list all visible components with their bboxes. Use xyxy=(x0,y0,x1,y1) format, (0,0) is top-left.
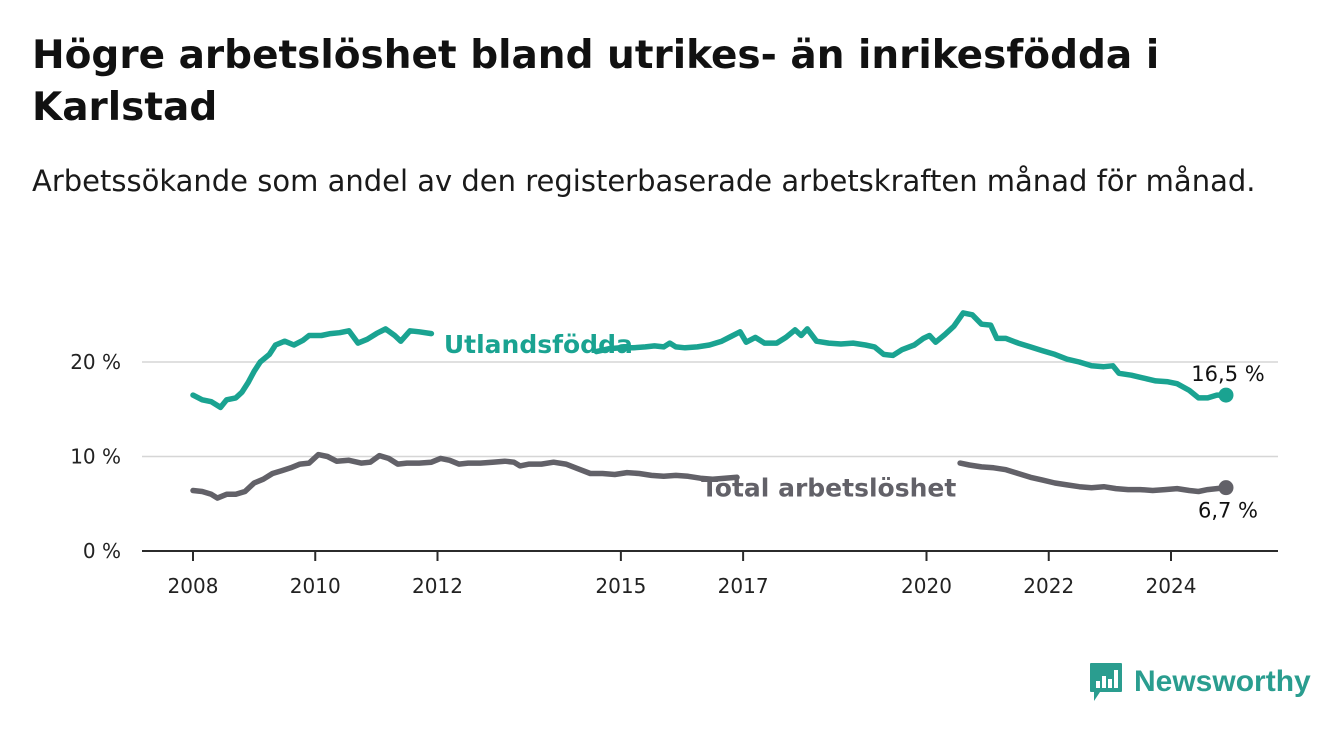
x-tick-label: 2022 xyxy=(1023,574,1074,598)
x-tick-label: 2017 xyxy=(718,574,769,598)
y-tick-label: 0 % xyxy=(83,539,121,563)
page-subtitle: Arbetssökande som andel av den registerb… xyxy=(32,164,1256,198)
grid-lines: 0 % 10 % 20 % xyxy=(70,350,1278,563)
end-value-label: 16,5 % xyxy=(1191,362,1264,386)
brand-logo: Newsworthy xyxy=(1088,660,1311,704)
bar-chart-icon xyxy=(1090,663,1122,701)
x-tick-label: 2010 xyxy=(290,574,341,598)
series-end-point xyxy=(1218,480,1234,496)
series-labels: 16,5 % 6,7 % Utlandsfödda Total arbetslöshe… xyxy=(444,330,1265,523)
series-name-label: Total arbetslöshet xyxy=(701,474,956,503)
x-tick-label: 2024 xyxy=(1146,574,1197,598)
end-value-label: 6,7 % xyxy=(1198,499,1258,523)
x-tick-label: 2008 xyxy=(168,574,219,598)
brand-name: Newsworthy xyxy=(1134,665,1311,698)
y-tick-label: 20 % xyxy=(70,350,121,374)
series-end-point xyxy=(1218,387,1234,403)
series-lines xyxy=(190,310,1234,501)
x-tick-label: 2012 xyxy=(412,574,463,598)
x-tick-label: 2015 xyxy=(595,574,646,598)
series-line xyxy=(190,310,1229,411)
x-axis: 2008 2010 2012 2015 2017 2020 2022 2024 xyxy=(142,550,1278,598)
series-line xyxy=(190,451,1229,501)
series-name-label: Utlandsfödda xyxy=(444,330,633,359)
y-tick-label: 10 % xyxy=(70,445,121,469)
x-tick-label: 2020 xyxy=(901,574,952,598)
page-title: Högre arbetslöshet bland utrikes- än inr… xyxy=(32,33,1160,130)
